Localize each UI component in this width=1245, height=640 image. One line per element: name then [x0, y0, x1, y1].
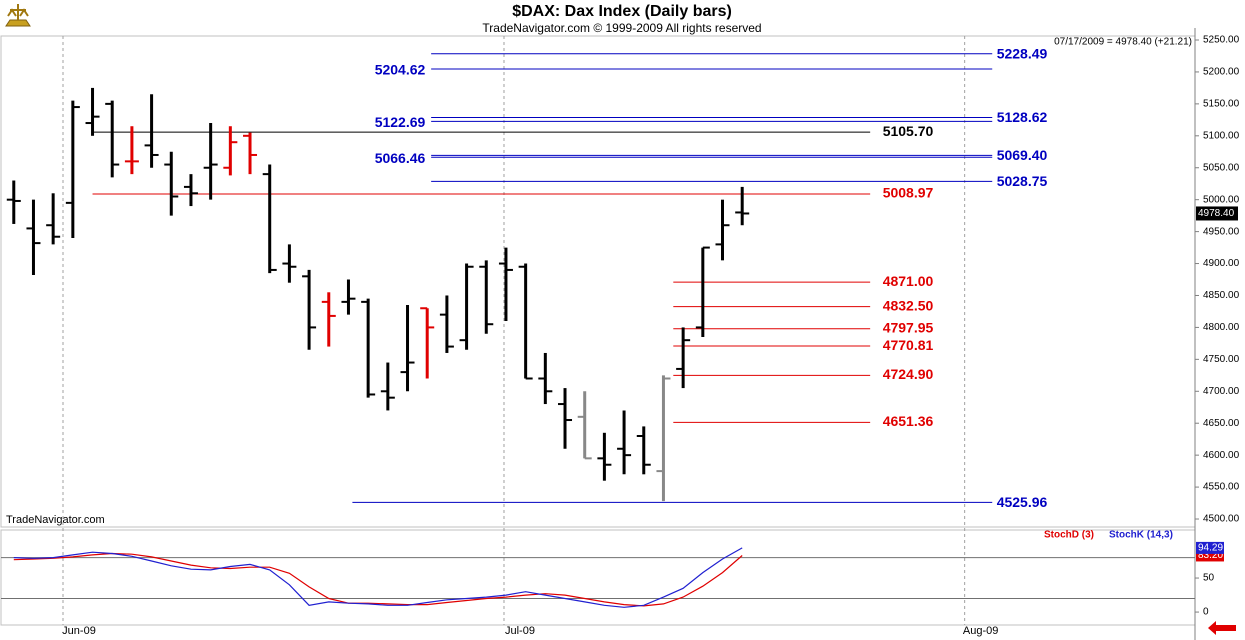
legend-entry: StochD (3) [1044, 530, 1094, 541]
y-tick-label: 4600.00 [1203, 450, 1240, 461]
price-bar [361, 298, 376, 398]
last-value-label: 94.29 [1198, 543, 1223, 554]
level-label: 5204.62 [375, 62, 426, 78]
price-bar [715, 199, 730, 261]
price-bar [420, 307, 435, 379]
price-bar [144, 94, 159, 168]
price-bar [243, 132, 258, 175]
level-label: 5105.70 [883, 123, 934, 139]
price-bar [439, 295, 454, 353]
price-bar [262, 164, 277, 274]
level-label: 5008.97 [883, 185, 934, 201]
nav-arrow[interactable] [1208, 621, 1236, 635]
price-bar [597, 432, 612, 481]
y-tick-label: 4650.00 [1203, 418, 1240, 429]
price-bar [676, 327, 691, 389]
last-price-label: 4978.40 [1198, 208, 1235, 219]
price-bar [85, 87, 100, 136]
price-bar [518, 263, 533, 380]
level-label: 4724.90 [883, 366, 934, 382]
level-label: 5122.69 [375, 114, 426, 130]
legend-entry: StochK (14,3) [1109, 530, 1173, 541]
price-bar [735, 186, 750, 226]
price-bar [479, 260, 494, 334]
y-tick-label: 50 [1203, 573, 1215, 584]
y-tick-label: 0 [1203, 607, 1209, 618]
price-bar [164, 151, 179, 216]
price-bar [105, 100, 120, 178]
level-label: 4651.36 [883, 413, 934, 429]
y-tick-label: 5050.00 [1203, 162, 1240, 173]
y-tick-label: 5150.00 [1203, 99, 1240, 110]
y-tick-label: 5200.00 [1203, 67, 1240, 78]
logo [5, 4, 31, 27]
stoch-line [13, 552, 743, 607]
stoch-line [13, 547, 743, 608]
price-bar [656, 375, 671, 502]
price-bar [26, 199, 41, 276]
price-bar [617, 410, 632, 475]
level-label: 5028.75 [997, 173, 1048, 189]
y-tick-label: 4750.00 [1203, 354, 1240, 365]
level-label: 4832.50 [883, 297, 934, 313]
price-bar [577, 391, 592, 460]
chart-title: $DAX: Dax Index (Daily bars) [512, 3, 732, 20]
x-tick-label: Jul-09 [505, 625, 535, 637]
chart-subtitle: TradeNavigator.com © 1999-2009 All right… [482, 21, 761, 35]
price-bar [223, 126, 238, 176]
price-bar [65, 100, 80, 238]
level-label: 4770.81 [883, 337, 934, 353]
y-tick-label: 4550.00 [1203, 482, 1240, 493]
y-tick-label: 5250.00 [1203, 35, 1240, 46]
last-value-label: 83.20 [1198, 550, 1223, 561]
price-bar [341, 279, 356, 315]
y-tick-label: 4850.00 [1203, 290, 1240, 301]
price-bar [183, 174, 198, 207]
level-label: 4871.00 [883, 273, 934, 289]
price-bar [498, 247, 513, 322]
level-label: 5069.40 [997, 147, 1048, 163]
price-bar [400, 305, 415, 392]
price-bar [124, 126, 139, 175]
price-bar [321, 292, 336, 347]
price-bar [6, 180, 21, 224]
price-bar [695, 246, 710, 337]
price-bar [558, 388, 573, 449]
y-tick-label: 4900.00 [1203, 258, 1240, 269]
y-tick-label: 4500.00 [1203, 514, 1240, 525]
x-tick-label: Jun-09 [62, 625, 96, 637]
y-tick-label: 4950.00 [1203, 226, 1240, 237]
level-label: 5066.46 [375, 150, 426, 166]
last-label: 07/17/2009 = 4978.40 (+21.21) [1054, 37, 1192, 48]
price-bar [203, 123, 218, 200]
x-tick-label: Aug-09 [963, 625, 998, 637]
level-label: 5128.62 [997, 109, 1048, 125]
price-bar [302, 269, 317, 350]
level-label: 4797.95 [883, 319, 934, 335]
y-tick-label: 5000.00 [1203, 194, 1240, 205]
last-price-box [1196, 206, 1238, 221]
y-tick-label: 4700.00 [1203, 386, 1240, 397]
y-tick-label: 5100.00 [1203, 130, 1240, 141]
price-bar [282, 244, 297, 283]
level-label: 4525.96 [997, 494, 1048, 510]
price-bar [380, 362, 395, 411]
last-value-box [1196, 541, 1224, 554]
watermark: TradeNavigator.com [6, 514, 105, 526]
price-bar [636, 426, 651, 475]
level-label: 5228.49 [997, 45, 1048, 61]
price-bar [46, 193, 61, 245]
y-tick-label: 4800.00 [1203, 322, 1240, 333]
price-bar [459, 263, 474, 350]
price-bar [538, 352, 553, 405]
